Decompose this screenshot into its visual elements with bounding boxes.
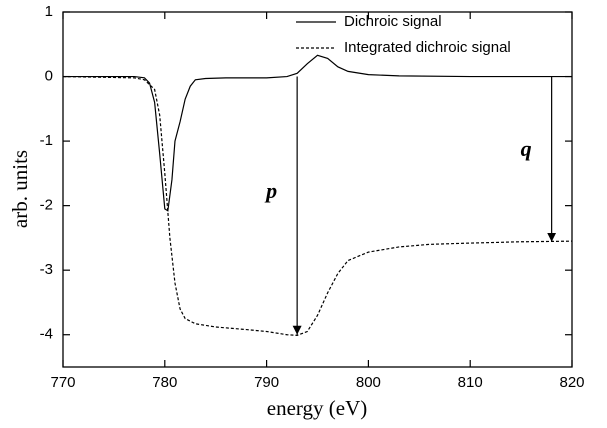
y-axis-label: arb. units — [8, 150, 32, 228]
y-tick-label: -2 — [40, 197, 53, 214]
y-tick-label: -1 — [40, 132, 53, 149]
x-tick-label: 800 — [356, 374, 381, 391]
annotation-label: p — [264, 178, 277, 203]
y-tick-label: 1 — [45, 3, 53, 20]
x-tick-label: 780 — [152, 374, 177, 391]
x-tick-label: 790 — [254, 374, 279, 391]
x-tick-label: 820 — [559, 374, 584, 391]
legend-label: Integrated dichroic signal — [344, 39, 511, 56]
y-tick-label: -3 — [40, 261, 53, 278]
legend-label: Dichroic signal — [344, 13, 442, 30]
y-tick-label: 0 — [45, 68, 53, 85]
annotation-label: q — [521, 136, 532, 161]
y-tick-label: -4 — [40, 326, 53, 343]
data-line — [62, 75, 573, 336]
x-axis-label: energy (eV) — [267, 396, 367, 420]
x-tick-label: 770 — [50, 374, 75, 391]
plot-frame — [62, 11, 573, 368]
x-tick-label: 810 — [458, 374, 483, 391]
data-line — [63, 54, 572, 212]
